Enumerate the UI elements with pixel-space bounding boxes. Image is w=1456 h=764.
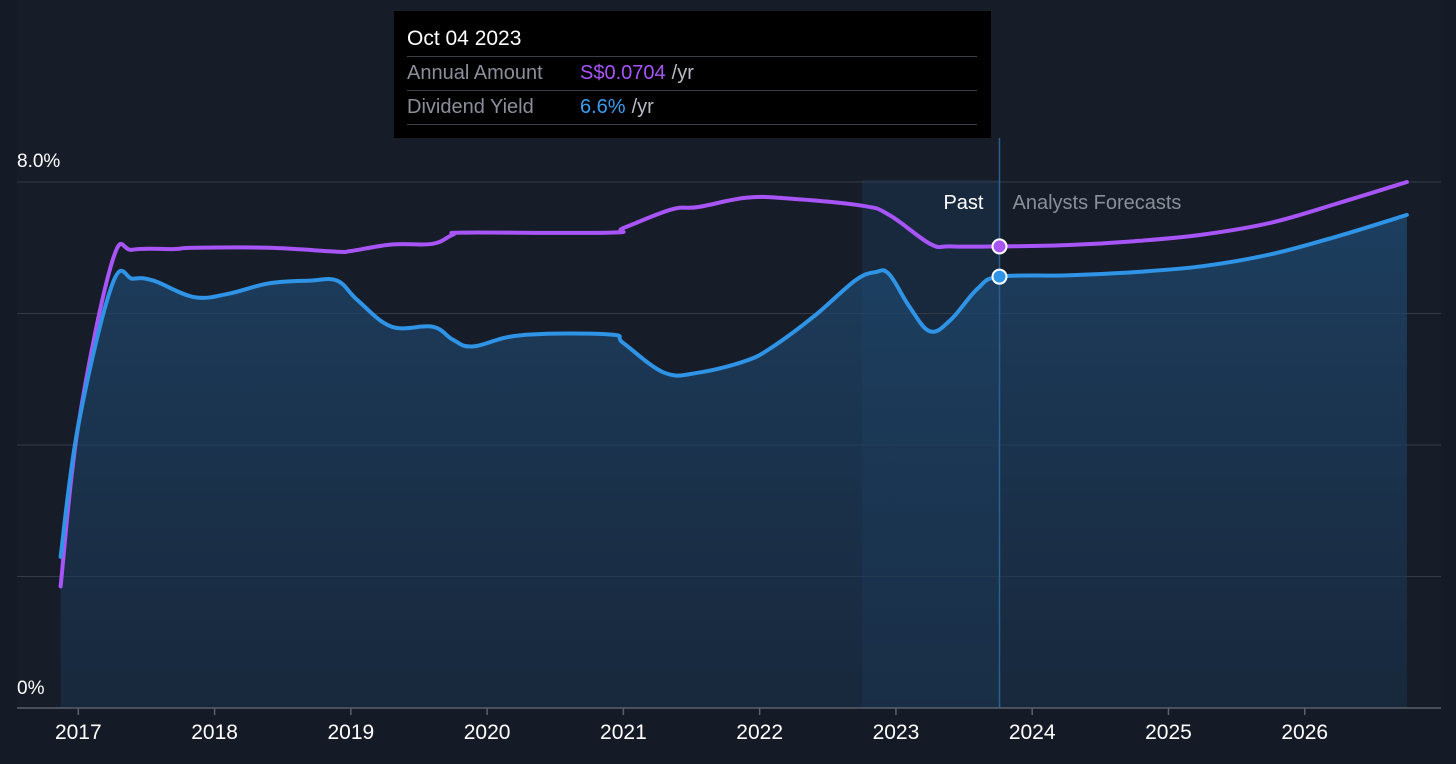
- tooltip-date: Oct 04 2023: [407, 11, 977, 57]
- x-tick-label: 2019: [327, 721, 374, 744]
- dividend-yield-line: [58, 212, 1409, 559]
- x-tick-label: 2023: [873, 721, 920, 744]
- tooltip-row-annual-amount: Annual Amount S$0.0704 /yr: [407, 57, 977, 91]
- forecast-label: Analysts Forecasts: [1012, 192, 1181, 214]
- x-tick-label: 2017: [55, 721, 102, 744]
- x-tick-label: 2025: [1145, 721, 1192, 744]
- y-tick-label: 8.0%: [17, 151, 60, 172]
- tooltip-label: Dividend Yield: [407, 96, 534, 118]
- tooltip: Oct 04 2023 Annual Amount S$0.0704 /yr D…: [394, 11, 991, 138]
- tooltip-value: 6.6%: [580, 96, 626, 118]
- x-tick-label: 2026: [1281, 721, 1328, 744]
- dividend-yield-area: [60, 214, 1407, 708]
- past-label: Past: [943, 192, 983, 214]
- annual-amount-line: [58, 180, 1409, 589]
- tooltip-label: Annual Amount: [407, 62, 543, 84]
- tooltip-value: S$0.0704: [580, 62, 666, 84]
- tooltip-unit: /yr: [671, 62, 694, 84]
- x-tick-label: 2018: [191, 721, 238, 744]
- x-tick-label: 2022: [736, 721, 783, 744]
- x-tick-label: 2021: [600, 721, 647, 744]
- dividend-yield-marker: [991, 268, 1008, 285]
- y-tick-label: 0%: [17, 678, 45, 699]
- tooltip-unit: /yr: [631, 96, 654, 118]
- tooltip-row-dividend-yield: Dividend Yield 6.6% /yr: [407, 91, 977, 125]
- x-tick-label: 2024: [1009, 721, 1056, 744]
- x-tick-label: 2020: [464, 721, 511, 744]
- annual-amount-marker: [991, 238, 1008, 255]
